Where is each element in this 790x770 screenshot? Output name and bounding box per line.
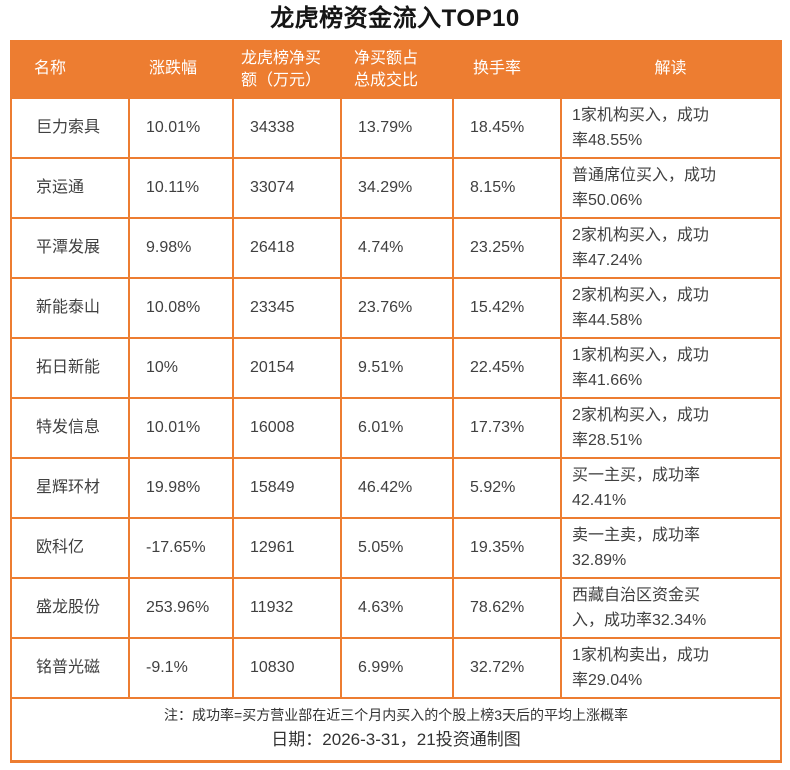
cell-turnover: 78.62% — [452, 577, 562, 639]
cell-net-buy: 23345 — [232, 277, 342, 339]
cell-stock-name: 拓日新能 — [10, 337, 130, 399]
cell-change-pct: 9.98% — [128, 217, 234, 279]
cell-interpretation: 1家机构买入，成功率41.66% — [560, 337, 782, 399]
cell-turnover: 8.15% — [452, 157, 562, 219]
cell-net-buy: 10830 — [232, 637, 342, 699]
cell-interpretation: 1家机构买入，成功率48.55% — [560, 97, 782, 159]
table-row: 拓日新能 10% 20154 9.51% 22.45% 1家机构买入，成功率41… — [10, 337, 782, 399]
cell-net-buy-ratio: 4.74% — [340, 217, 454, 279]
table-row: 巨力索具 10.01% 34338 13.79% 18.45% 1家机构买入，成… — [10, 97, 782, 159]
cell-change-pct: 10.01% — [128, 97, 234, 159]
cell-change-pct: -17.65% — [128, 517, 234, 579]
table-row: 盛龙股份 253.96% 11932 4.63% 78.62% 西藏自治区资金买… — [10, 577, 782, 639]
cell-interpretation: 2家机构买入，成功率44.58% — [560, 277, 782, 339]
cell-change-pct: 10% — [128, 337, 234, 399]
footer-note: 注：成功率=买方营业部在近三个月内买入的个股上榜3天后的平均上涨概率 — [164, 707, 628, 723]
cell-change-pct: -9.1% — [128, 637, 234, 699]
cell-turnover: 17.73% — [452, 397, 562, 459]
cell-change-pct: 10.08% — [128, 277, 234, 339]
table-row: 特发信息 10.01% 16008 6.01% 17.73% 2家机构买入，成功… — [10, 397, 782, 459]
cell-turnover: 19.35% — [452, 517, 562, 579]
cell-change-pct: 19.98% — [128, 457, 234, 519]
cell-net-buy: 26418 — [232, 217, 342, 279]
cell-net-buy: 20154 — [232, 337, 342, 399]
cell-interpretation: 买一主买，成功率42.41% — [560, 457, 782, 519]
table-row: 平潭发展 9.98% 26418 4.74% 23.25% 2家机构买入，成功率… — [10, 217, 782, 279]
cell-net-buy: 33074 — [232, 157, 342, 219]
cell-stock-name: 平潭发展 — [10, 217, 130, 279]
cell-net-buy-ratio: 34.29% — [340, 157, 454, 219]
cell-net-buy: 34338 — [232, 97, 342, 159]
cell-stock-name: 巨力索具 — [10, 97, 130, 159]
page-title: 龙虎榜资金流入TOP10 — [270, 5, 520, 32]
dragon-tiger-table: 名称 涨跌幅 龙虎榜净买额（万元） 净买额占总成交比 换手率 解读 巨力索具 1… — [10, 40, 782, 763]
cell-stock-name: 铭普光磁 — [10, 637, 130, 699]
cell-stock-name: 星辉环材 — [10, 457, 130, 519]
cell-stock-name: 特发信息 — [10, 397, 130, 459]
table-footer: 注：成功率=买方营业部在近三个月内买入的个股上榜3天后的平均上涨概率 日期：20… — [10, 697, 782, 763]
table-header: 名称 涨跌幅 龙虎榜净买额（万元） 净买额占总成交比 换手率 解读 — [11, 41, 781, 98]
cell-turnover: 23.25% — [452, 217, 562, 279]
cell-turnover: 32.72% — [452, 637, 562, 699]
cell-change-pct: 10.01% — [128, 397, 234, 459]
cell-interpretation: 普通席位买入，成功率50.06% — [560, 157, 782, 219]
cell-net-buy-ratio: 9.51% — [340, 337, 454, 399]
cell-turnover: 5.92% — [452, 457, 562, 519]
header-net-buy-ratio: 净买额占总成交比 — [341, 41, 453, 98]
table-row: 新能泰山 10.08% 23345 23.76% 15.42% 2家机构买入，成… — [10, 277, 782, 339]
table-row: 星辉环材 19.98% 15849 46.42% 5.92% 买一主买，成功率4… — [10, 457, 782, 519]
cell-stock-name: 欧科亿 — [10, 517, 130, 579]
cell-net-buy-ratio: 6.01% — [340, 397, 454, 459]
cell-interpretation: 2家机构买入，成功率47.24% — [560, 217, 782, 279]
cell-stock-name: 新能泰山 — [10, 277, 130, 339]
cell-net-buy-ratio: 4.63% — [340, 577, 454, 639]
header-interpretation: 解读 — [561, 41, 781, 98]
cell-interpretation: 2家机构买入，成功率28.51% — [560, 397, 782, 459]
table-row: 铭普光磁 -9.1% 10830 6.99% 32.72% 1家机构卖出，成功率… — [10, 637, 782, 699]
table-row: 京运通 10.11% 33074 34.29% 8.15% 普通席位买入，成功率… — [10, 157, 782, 219]
cell-turnover: 18.45% — [452, 97, 562, 159]
table-body: 巨力索具 10.01% 34338 13.79% 18.45% 1家机构买入，成… — [10, 97, 782, 699]
header-change-pct: 涨跌幅 — [129, 41, 233, 98]
cell-stock-name: 京运通 — [10, 157, 130, 219]
footer-row: 注：成功率=买方营业部在近三个月内买入的个股上榜3天后的平均上涨概率 日期：20… — [10, 697, 782, 763]
cell-interpretation: 西藏自治区资金买入，成功率32.34% — [560, 577, 782, 639]
table-row: 欧科亿 -17.65% 12961 5.05% 19.35% 卖一主卖，成功率3… — [10, 517, 782, 579]
cell-net-buy-ratio: 13.79% — [340, 97, 454, 159]
cell-turnover: 22.45% — [452, 337, 562, 399]
cell-net-buy-ratio: 5.05% — [340, 517, 454, 579]
cell-net-buy: 11932 — [232, 577, 342, 639]
cell-interpretation: 1家机构卖出，成功率29.04% — [560, 637, 782, 699]
header-turnover: 换手率 — [453, 41, 561, 98]
cell-change-pct: 10.11% — [128, 157, 234, 219]
footer-cell: 注：成功率=买方营业部在近三个月内买入的个股上榜3天后的平均上涨概率 日期：20… — [10, 697, 782, 763]
cell-net-buy: 12961 — [232, 517, 342, 579]
cell-net-buy-ratio: 46.42% — [340, 457, 454, 519]
cell-change-pct: 253.96% — [128, 577, 234, 639]
cell-stock-name: 盛龙股份 — [10, 577, 130, 639]
header-row: 名称 涨跌幅 龙虎榜净买额（万元） 净买额占总成交比 换手率 解读 — [11, 41, 781, 98]
cell-interpretation: 卖一主卖，成功率32.89% — [560, 517, 782, 579]
footer-date: 日期：2026-3-31，21投资通制图 — [271, 730, 521, 749]
header-name: 名称 — [11, 41, 129, 98]
cell-net-buy: 16008 — [232, 397, 342, 459]
cell-net-buy-ratio: 23.76% — [340, 277, 454, 339]
cell-net-buy-ratio: 6.99% — [340, 637, 454, 699]
header-net-buy: 龙虎榜净买额（万元） — [233, 41, 341, 98]
cell-net-buy: 15849 — [232, 457, 342, 519]
cell-turnover: 15.42% — [452, 277, 562, 339]
